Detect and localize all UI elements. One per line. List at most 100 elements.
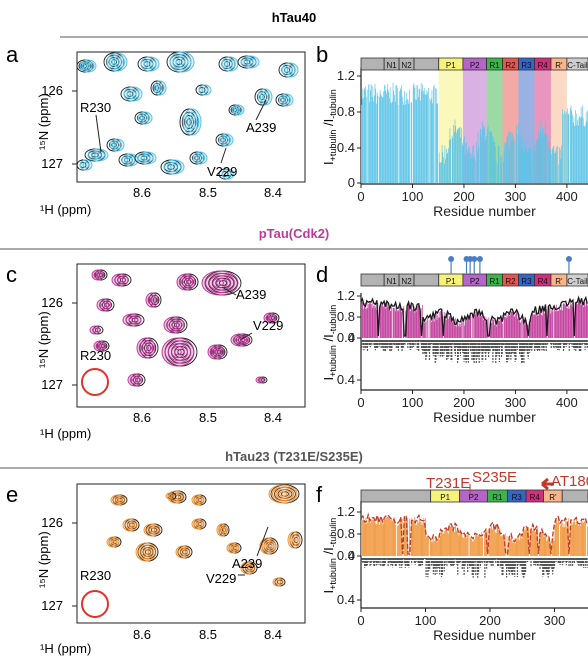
data-bar (477, 316, 479, 338)
y-tick-label: 0.8 (337, 104, 355, 119)
data-bar (468, 146, 470, 183)
peak-contour (232, 335, 248, 345)
data-bar (469, 320, 470, 338)
peak-contour (129, 91, 137, 97)
data-bar (424, 522, 426, 556)
data-bar (492, 529, 493, 556)
data-bar (371, 84, 372, 183)
data-bar (456, 132, 457, 183)
data-bar (375, 306, 377, 338)
ytick-e-126: 126 (41, 515, 63, 530)
data-bar (495, 320, 497, 338)
reference-contour (152, 82, 162, 94)
data-bar (483, 319, 485, 338)
data-bar (444, 318, 446, 338)
data-bar (436, 319, 438, 338)
data-bar (394, 516, 396, 556)
data-bar (368, 301, 370, 338)
data-bar (512, 133, 513, 183)
data-bar (508, 146, 510, 183)
data-bar (570, 105, 572, 183)
data-bar (448, 148, 449, 183)
domain-label: P1 (446, 61, 456, 70)
data-bar (577, 304, 578, 338)
data-bar (454, 326, 456, 338)
data-bar (460, 137, 462, 183)
peak-contour (149, 297, 155, 303)
ytick-a-126: 126 (41, 83, 63, 98)
data-bar (470, 158, 472, 183)
data-bar (476, 536, 478, 556)
data-bar (570, 305, 572, 338)
panel-letter-d: d (316, 262, 328, 287)
data-bar (394, 311, 396, 338)
data-bar (365, 308, 366, 338)
data-bar (373, 95, 375, 183)
data-bar (584, 302, 586, 338)
data-bar (533, 314, 535, 338)
peak-contour (168, 320, 180, 330)
data-bar (450, 139, 452, 183)
data-bar (510, 132, 511, 183)
antibody-icon (541, 477, 554, 491)
data-bar (478, 311, 480, 338)
data-bar (549, 306, 551, 338)
data-bar (559, 309, 561, 338)
reference-contour (228, 104, 242, 116)
peak-contour (242, 563, 254, 573)
data-bar (362, 517, 364, 556)
data-bar (578, 299, 580, 338)
data-bar (513, 315, 515, 338)
data-bar (471, 538, 473, 556)
data-bar (526, 528, 528, 556)
domain-label: R4 (538, 61, 549, 70)
data-bar (399, 88, 401, 183)
data-bar (484, 321, 486, 338)
data-bar (570, 521, 572, 556)
reference-contour (78, 61, 92, 71)
data-bar (384, 519, 386, 556)
data-bar (451, 320, 452, 338)
data-bar (406, 92, 408, 183)
peak-contour (142, 115, 148, 121)
data-bar (439, 535, 441, 556)
y-tick-label: 0.4 (337, 372, 355, 387)
data-bar (515, 537, 517, 556)
data-bar (539, 532, 540, 556)
panel-letter-b: b (316, 42, 328, 67)
reference-contour (214, 348, 224, 356)
data-bar (542, 307, 544, 338)
data-bar (517, 318, 519, 338)
data-bar (414, 87, 415, 183)
data-bar (478, 535, 480, 556)
data-bar (572, 114, 573, 183)
reference-contour (218, 280, 228, 286)
peak-contour (93, 271, 103, 279)
data-bar (582, 105, 583, 183)
data-bar (520, 322, 521, 338)
reference-contour (191, 153, 203, 163)
data-bar (553, 540, 555, 556)
data-bar (440, 311, 442, 338)
data-bar (573, 519, 575, 556)
data-bar (586, 303, 588, 338)
peak-contour (208, 275, 232, 291)
data-bar (567, 308, 569, 338)
peak-contour (97, 343, 103, 349)
antibody-label-at180: AT180 (551, 473, 588, 490)
peak-contour (126, 88, 140, 100)
ytick-e-127: 127 (41, 598, 63, 613)
data-bar (523, 154, 524, 183)
reference-contour (258, 376, 268, 384)
data-bar (499, 528, 501, 556)
data-bar (386, 517, 388, 556)
peak-label-a239-e: A239 (232, 556, 262, 571)
data-bar (471, 315, 473, 338)
peak-contour (82, 162, 90, 168)
data-bar (386, 304, 387, 338)
data-bar (376, 103, 377, 183)
data-bar (473, 540, 474, 556)
data-bar (461, 533, 463, 556)
reference-contour (194, 155, 200, 161)
data-bar (578, 117, 580, 183)
